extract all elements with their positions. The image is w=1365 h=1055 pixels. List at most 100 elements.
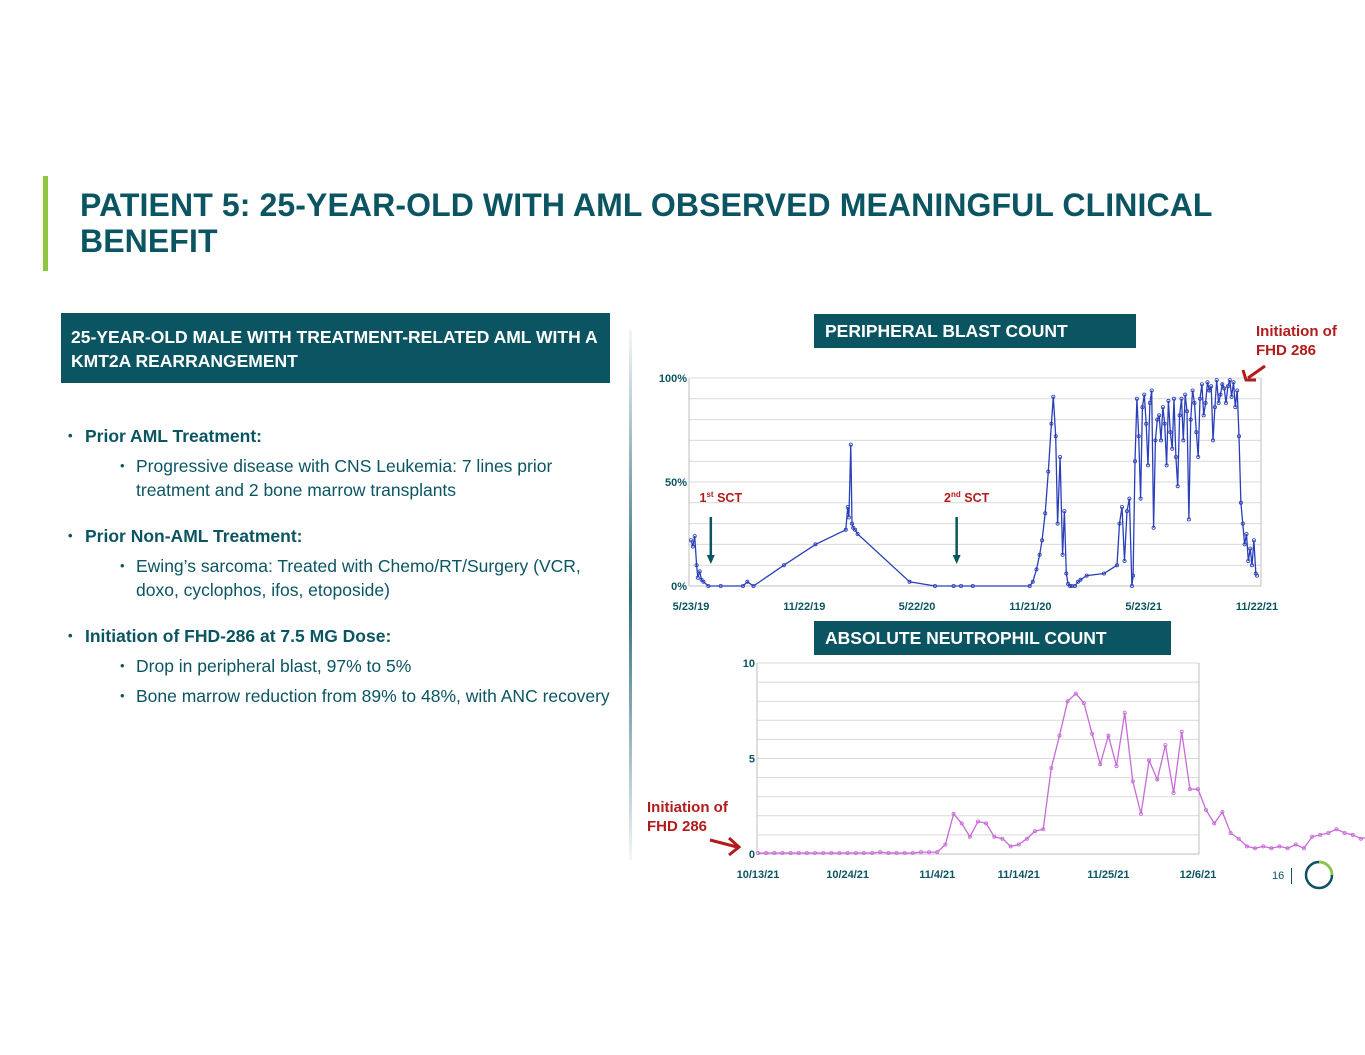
sct-arrow-head: [706, 555, 715, 564]
data-point: [1114, 764, 1119, 769]
data-point: [1147, 400, 1152, 405]
data-point: [1220, 810, 1225, 815]
data-point: [933, 584, 938, 589]
data-point: [1160, 405, 1165, 410]
sct-annotation-label: 1st SCT: [700, 490, 743, 505]
data-point: [1177, 413, 1182, 418]
data-point: [976, 819, 981, 824]
data-point: [1236, 836, 1241, 841]
data-point: [1125, 509, 1130, 514]
data-point: [861, 851, 866, 856]
data-point: [1033, 829, 1038, 834]
data-point: [1224, 400, 1229, 405]
data-point: [1163, 743, 1168, 748]
data-point: [690, 544, 695, 549]
data-point: [1122, 710, 1127, 715]
data-point: [1034, 567, 1039, 572]
x-tick-label: 5/22/20: [899, 601, 936, 613]
data-point: [902, 851, 907, 856]
data-point: [1037, 552, 1042, 557]
data-point: [894, 851, 899, 856]
data-point: [1055, 521, 1060, 526]
data-point: [1134, 396, 1139, 401]
bullet-heading: Initiation of FHD-286 at 7.5 MG Dose:: [68, 624, 618, 648]
callout-line: FHD 286: [647, 818, 708, 835]
data-point: [967, 834, 972, 839]
data-point: [951, 811, 956, 816]
bullet-section-initiation: Initiation of FHD-286 at 7.5 MG Dose: Dr…: [68, 624, 618, 708]
data-point: [1144, 421, 1149, 426]
data-point: [1244, 844, 1249, 849]
y-tick-label: 0: [749, 849, 755, 861]
data-point: [1146, 463, 1151, 468]
data-point: [1057, 733, 1062, 738]
callout-line: FHD 286: [1256, 342, 1317, 359]
data-point: [1237, 434, 1242, 439]
data-point: [1227, 378, 1232, 383]
data-point: [1194, 430, 1199, 435]
data-point: [1078, 577, 1083, 582]
data-point: [1130, 779, 1135, 784]
data-point: [907, 579, 912, 584]
data-point: [1350, 832, 1355, 837]
data-point: [1318, 832, 1323, 837]
data-point: [1235, 388, 1240, 393]
data-point: [796, 851, 801, 856]
data-point: [689, 538, 694, 543]
anc-series-line: [758, 692, 1365, 854]
data-point: [853, 851, 858, 856]
bullet-section-prior-aml: Prior AML Treatment: Progressive disease…: [68, 424, 618, 502]
page-number-divider: [1291, 868, 1292, 884]
data-point: [1008, 844, 1013, 849]
x-tick-label: 11/14/21: [998, 869, 1040, 881]
x-tick-label: 11/25/21: [1087, 869, 1129, 881]
bullet-section-prior-non-aml: Prior Non-AML Treatment: Ewing’s sarcoma…: [68, 524, 618, 602]
data-point: [992, 834, 997, 839]
bullet-heading: Prior Non-AML Treatment:: [68, 524, 618, 548]
initiation-arrow-head: [727, 836, 742, 857]
data-point: [1238, 500, 1243, 505]
data-point: [943, 842, 948, 847]
data-point: [959, 584, 964, 589]
data-point: [984, 821, 989, 826]
bullet-sub-item: Progressive disease with CNS Leukemia: 7…: [120, 454, 618, 502]
data-point: [1051, 394, 1056, 399]
data-point: [1196, 454, 1201, 459]
data-point: [1192, 400, 1197, 405]
data-point: [919, 850, 924, 855]
data-point: [1186, 517, 1191, 522]
data-point: [1058, 454, 1063, 459]
x-tick-label: 5/23/19: [673, 601, 710, 613]
y-tick-label: 50%: [665, 477, 687, 489]
y-tick-label: 100%: [659, 373, 687, 385]
blast-initiation-callout: Initiation of FHD 286: [1256, 322, 1337, 360]
x-tick-label: 10/13/21: [737, 869, 780, 881]
y-tick-label: 5: [749, 754, 755, 766]
data-point: [1136, 434, 1141, 439]
data-point: [1162, 421, 1167, 426]
data-point: [756, 851, 761, 856]
sct-annotation-label: 2nd SCT: [944, 490, 990, 505]
data-point: [829, 851, 834, 856]
data-point: [886, 851, 891, 856]
data-point: [1060, 552, 1065, 557]
data-point: [745, 579, 750, 584]
data-point: [788, 851, 793, 856]
data-point: [1203, 400, 1208, 405]
data-point: [1068, 584, 1073, 589]
data-point: [1285, 846, 1290, 851]
data-point: [1209, 384, 1214, 389]
bullet-sub-item: Drop in peripheral blast, 97% to 5%: [120, 654, 618, 678]
data-point: [951, 584, 956, 589]
data-point: [1164, 463, 1169, 468]
data-point: [837, 851, 842, 856]
data-point: [1242, 542, 1247, 547]
data-point: [1062, 509, 1067, 514]
anc-initiation-callout: Initiation of FHD 286: [647, 798, 728, 836]
data-point: [1204, 808, 1209, 813]
data-point: [1218, 392, 1223, 397]
data-point: [1201, 413, 1206, 418]
data-point: [1231, 380, 1236, 385]
data-point: [1090, 731, 1095, 736]
data-point: [1098, 762, 1103, 767]
